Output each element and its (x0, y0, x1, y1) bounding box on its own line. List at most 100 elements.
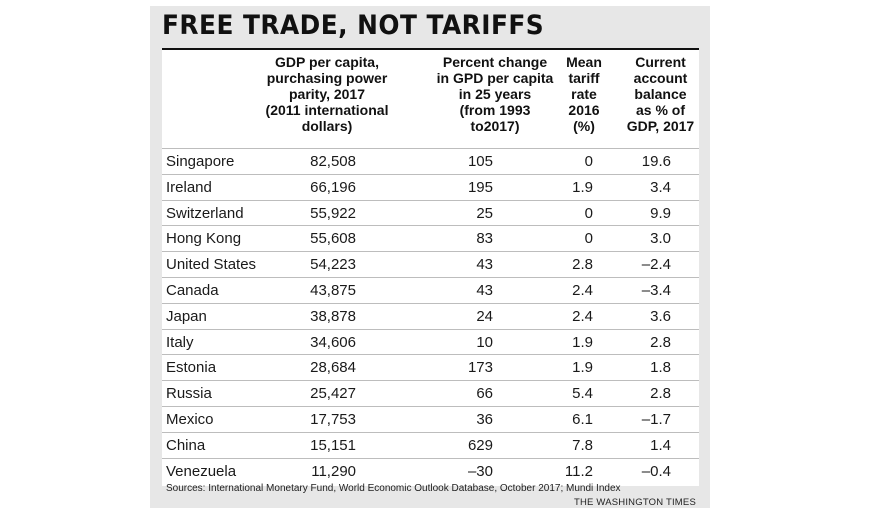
change-cell: 36 (476, 410, 493, 428)
gdp-cell: 82,508 (310, 153, 356, 170)
country-cell: Switzerland (166, 204, 244, 222)
current-account-cell: 3.6 (650, 307, 671, 325)
table-body: Singapore 82,508 105 0 19.6 Ireland 66,196 195 1… (162, 148, 699, 483)
table-row: Ireland 66,196 195 1.9 3.4 (162, 173, 699, 200)
header-change-line: (from 1993 (459, 102, 531, 118)
header-tariff-line: Mean (566, 54, 602, 70)
gdp-cell: 11,290 (311, 462, 356, 480)
header-cab-line: balance (634, 86, 687, 102)
change-cell: 105 (467, 153, 493, 170)
change-cell: 173 (467, 359, 493, 377)
infographic-card: FREE TRADE, NOT TARIFFS GDP per capita, … (150, 6, 710, 508)
change-cell: 195 (467, 178, 493, 196)
change-cell: 629 (467, 436, 493, 454)
gdp-cell: 43,875 (310, 281, 356, 299)
gdp-cell: 15,151 (310, 436, 356, 454)
table-row: Singapore 82,508 105 0 19.6 (162, 148, 699, 174)
change-cell: –30 (467, 462, 493, 480)
current-account-cell: 3.0 (650, 230, 671, 248)
gdp-cell: 54,223 (310, 256, 356, 274)
current-account-cell: 2.8 (650, 385, 671, 403)
tariff-cell: 2.4 (572, 307, 593, 325)
table-panel: GDP per capita, purchasing power parity,… (162, 48, 699, 486)
current-account-cell: 19.6 (641, 153, 671, 170)
change-cell: 10 (476, 333, 493, 351)
credit-line: THE WASHINGTON TIMES (573, 497, 696, 508)
header-gdp-line: (2011 international (265, 102, 389, 118)
gdp-cell: 66,196 (310, 178, 356, 196)
gdp-cell: 55,922 (310, 204, 356, 222)
table-row: Estonia 28,684 173 1.9 1.8 (162, 354, 699, 380)
current-account-cell: 1.8 (650, 359, 671, 377)
current-account-cell: –2.4 (641, 256, 671, 274)
country-cell: Japan (166, 307, 207, 325)
current-account-cell: –1.7 (641, 410, 671, 428)
country-cell: Ireland (166, 178, 212, 196)
country-cell: United States (166, 256, 257, 274)
change-cell: 83 (476, 230, 493, 248)
header-change: Percent change in GPD per capita in 25 y… (420, 54, 570, 134)
header-cab-line: account (633, 70, 688, 86)
country-cell: Singapore (166, 153, 235, 170)
country-cell: Venezuela (166, 462, 237, 480)
tariff-cell: 7.8 (572, 436, 593, 454)
header-current-account: Current account balance as % of GDP, 201… (622, 54, 699, 134)
gdp-cell: 17,753 (310, 410, 356, 428)
table-row: Switzerland 55,922 25 0 9.9 (162, 199, 699, 226)
tariff-cell: 1.9 (572, 359, 593, 377)
tariff-cell: 2.4 (572, 281, 593, 299)
header-gdp: GDP per capita, purchasing power parity,… (242, 54, 412, 134)
header-cab-line: as % of (635, 102, 685, 118)
country-cell: Hong Kong (166, 230, 242, 248)
table-row: Venezuela 11,290 –30 11.2 –0.4 (162, 457, 699, 484)
gdp-cell: 25,427 (310, 385, 356, 403)
country-cell: Canada (166, 281, 219, 299)
country-cell: China (166, 436, 206, 454)
gdp-cell: 28,684 (310, 359, 356, 377)
table-row: Mexico 17,753 36 6.1 –1.7 (162, 405, 699, 432)
gdp-cell: 55,608 (310, 230, 356, 248)
table-row: Italy 34,606 10 1.9 2.8 (162, 328, 699, 355)
header-tariff-line: 2016 (568, 102, 600, 118)
change-cell: 43 (476, 281, 493, 299)
header-change-line: Percent change (442, 54, 548, 70)
table-row: Japan 38,878 24 2.4 3.6 (162, 302, 699, 329)
current-account-cell: –0.4 (641, 462, 671, 480)
header-tariff-line: tariff (568, 70, 600, 86)
header-tariff: Mean tariff rate 2016 (%) (554, 54, 614, 134)
header-cab-line: GDP, 2017 (626, 118, 695, 134)
change-cell: 43 (476, 256, 493, 274)
chart-title: FREE TRADE, NOT TARIFFS (162, 10, 545, 41)
tariff-cell: 11.2 (564, 462, 593, 480)
table-row: United States 54,223 43 2.8 –2.4 (162, 251, 699, 277)
header-change-line: in 25 years (458, 86, 532, 102)
header-tariff-line: rate (571, 86, 597, 102)
current-account-cell: 1.4 (650, 436, 671, 454)
header-gdp-line: parity, 2017 (288, 86, 365, 102)
change-cell: 66 (476, 385, 493, 403)
country-cell: Estonia (166, 359, 217, 377)
tariff-cell: 5.4 (572, 385, 593, 403)
tariff-cell: 1.9 (572, 178, 593, 196)
tariff-cell: 6.1 (572, 410, 593, 428)
header-change-line: to2017) (470, 118, 520, 134)
tariff-cell: 1.9 (572, 333, 593, 351)
tariff-cell: 0 (584, 153, 593, 170)
table-row: Russia 25,427 66 5.4 2.8 (162, 380, 699, 406)
tariff-cell: 0 (584, 204, 593, 222)
change-cell: 25 (476, 204, 493, 222)
table-row: China 15,151 629 7.8 1.4 (162, 431, 699, 458)
header-gdp-line: GDP per capita, (274, 54, 379, 70)
change-cell: 24 (476, 307, 493, 325)
country-cell: Italy (166, 333, 194, 351)
tariff-cell: 2.8 (572, 256, 593, 274)
tariff-cell: 0 (584, 230, 593, 248)
current-account-cell: –3.4 (641, 281, 671, 299)
current-account-cell: 2.8 (650, 333, 671, 351)
gdp-cell: 34,606 (310, 333, 356, 351)
table-row: Hong Kong 55,608 83 0 3.0 (162, 225, 699, 251)
header-change-line: in GPD per capita (436, 70, 554, 86)
header-tariff-line: (%) (573, 118, 595, 134)
current-account-cell: 9.9 (650, 204, 671, 222)
country-cell: Mexico (166, 410, 214, 428)
